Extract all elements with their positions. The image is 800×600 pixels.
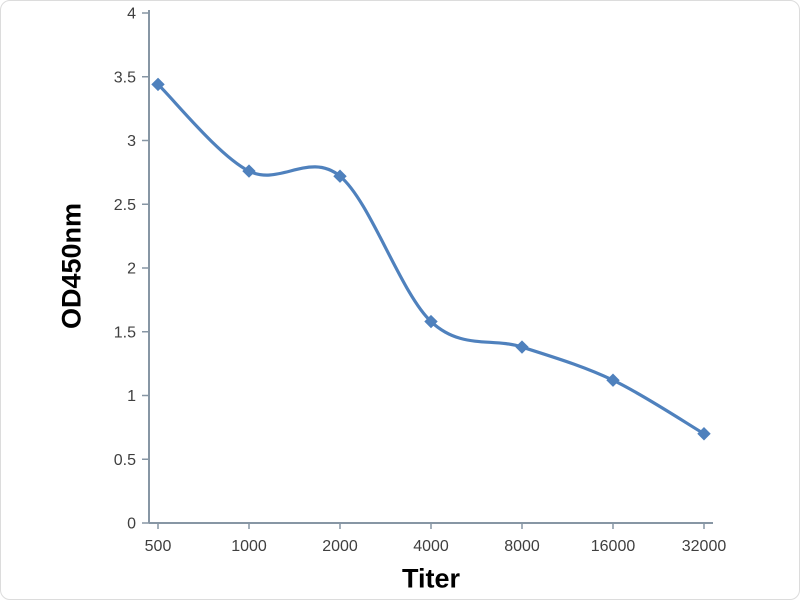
y-tick-label: 0.5 bbox=[114, 452, 136, 469]
data-point-marker bbox=[242, 164, 256, 178]
x-tick-label: 32000 bbox=[682, 538, 727, 555]
y-tick-label: 0 bbox=[127, 516, 136, 533]
x-tick-label: 2000 bbox=[322, 538, 358, 555]
y-tick-label: 4 bbox=[127, 6, 136, 23]
data-point-marker bbox=[333, 169, 347, 183]
x-axis-title: Titer bbox=[401, 563, 461, 594]
data-point-marker bbox=[151, 77, 165, 92]
data-point-marker bbox=[515, 340, 529, 354]
series-line bbox=[156, 82, 706, 436]
y-tick-label: 2.5 bbox=[114, 197, 136, 214]
y-tick-label: 3.5 bbox=[114, 69, 136, 86]
y-axis-title: OD450nm bbox=[56, 202, 87, 330]
y-tick-label: 3 bbox=[127, 133, 136, 150]
data-point-marker bbox=[606, 373, 620, 387]
x-tick-label: 500 bbox=[145, 538, 172, 555]
x-tick-label: 4000 bbox=[413, 538, 449, 555]
x-tick-label: 1000 bbox=[231, 538, 267, 555]
y-tick-label: 2 bbox=[127, 261, 136, 278]
data-point-marker bbox=[697, 427, 711, 441]
x-tick-label: 16000 bbox=[591, 538, 636, 555]
data-point-marker bbox=[424, 314, 438, 329]
y-tick-label: 1.5 bbox=[114, 324, 136, 341]
y-tick-label: 1 bbox=[127, 388, 136, 405]
x-tick-label: 8000 bbox=[504, 538, 540, 555]
